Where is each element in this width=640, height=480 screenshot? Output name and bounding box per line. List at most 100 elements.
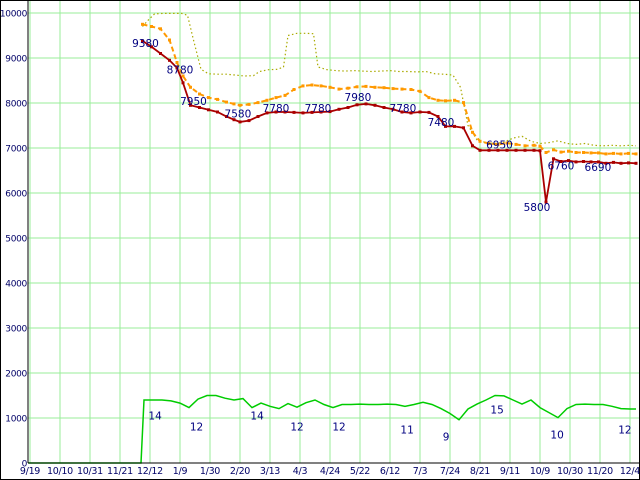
data-point-label: 10	[550, 430, 563, 442]
x-tick-label: 7/24	[440, 466, 460, 477]
x-tick-label: 9/19	[20, 466, 40, 477]
series-marker-red-solid-line	[523, 148, 527, 152]
data-point-label: 9	[443, 431, 450, 443]
series-green-solid-line	[28, 394, 636, 464]
series-marker-orange-dashed-line	[319, 84, 323, 88]
series-marker-red-solid-line	[216, 110, 219, 114]
series-marker-red-solid-line	[159, 52, 162, 55]
series-marker-orange-dashed-line	[232, 102, 236, 106]
series-marker-red-solid-line	[207, 108, 210, 112]
series-marker-orange-dashed-line	[544, 151, 548, 154]
series-marker-red-solid-line	[487, 148, 491, 152]
series-marker-red-solid-line	[574, 160, 578, 164]
series-marker-red-solid-line	[337, 107, 341, 111]
series-marker-red-solid-line	[478, 148, 482, 152]
series-marker-red-solid-line	[189, 103, 192, 107]
series-marker-red-solid-line	[552, 157, 555, 161]
series-marker-red-solid-line	[567, 159, 570, 163]
series-marker-orange-dashed-line	[292, 88, 296, 91]
series-marker-orange-dashed-line	[400, 87, 404, 91]
x-tick-label: 4/3	[293, 466, 308, 477]
series-marker-red-solid-line	[462, 126, 465, 130]
series-marker-orange-dashed-line	[364, 84, 368, 88]
series-marker-red-solid-line	[301, 111, 305, 115]
series-marker-orange-dashed-line	[391, 87, 395, 91]
series-marker-red-solid-line	[238, 120, 242, 124]
series-marker-orange-dashed-line	[207, 96, 210, 100]
series-marker-red-solid-line	[373, 103, 377, 107]
data-point-label: 7780	[390, 103, 417, 115]
series-marker-red-solid-line	[292, 110, 296, 114]
series-marker-orange-dashed-line	[238, 103, 242, 107]
y-tick-label: 4000	[5, 280, 27, 290]
data-point-label: 15	[490, 404, 503, 416]
series-marker-red-solid-line	[150, 45, 153, 49]
series-marker-red-solid-line	[418, 110, 422, 114]
series-marker-orange-dashed-line	[409, 88, 413, 91]
series-marker-red-solid-line	[514, 148, 518, 152]
series-marker-red-solid-line	[444, 124, 447, 128]
series-marker-orange-dashed-line	[496, 142, 500, 146]
series-marker-red-solid-line	[532, 148, 536, 152]
series-marker-red-solid-line	[168, 58, 171, 62]
y-tick-label: 8000	[5, 100, 27, 110]
series-marker-orange-dashed-line	[256, 101, 260, 105]
series-marker-red-solid-line	[589, 160, 593, 164]
data-point-label: 12	[618, 425, 631, 437]
series-marker-orange-dashed-line	[597, 151, 600, 155]
series-marker-orange-dashed-line	[462, 101, 465, 105]
series-marker-red-solid-line	[496, 148, 500, 152]
series-marker-red-solid-line	[634, 161, 638, 165]
y-tick-label: 7000	[5, 145, 27, 155]
data-point-label: 7980	[345, 92, 372, 104]
y-tick-label: 1000	[5, 415, 27, 425]
x-tick-label: 10/30	[557, 466, 583, 477]
series-marker-orange-dashed-line	[538, 144, 542, 148]
x-tick-label: 7/3	[413, 466, 428, 477]
series-marker-orange-dashed-line	[523, 144, 527, 148]
y-tick-label: 3000	[5, 325, 27, 335]
series-marker-red-solid-line	[391, 107, 395, 111]
series-marker-orange-dashed-line	[453, 98, 456, 102]
series-marker-orange-dashed-line	[574, 151, 578, 154]
series-marker-orange-dashed-line	[247, 102, 251, 106]
series-marker-orange-dashed-line	[150, 25, 153, 28]
data-point-label: 6760	[548, 161, 575, 173]
series-marker-red-solid-line	[256, 115, 260, 118]
data-point-label: 7480	[428, 117, 455, 129]
series-marker-red-solid-line	[427, 110, 431, 114]
x-tick-label: 1/30	[200, 466, 220, 477]
series-marker-orange-dashed-line	[514, 142, 518, 146]
y-tick-label: 9000	[5, 55, 27, 65]
series-marker-red-solid-line	[346, 106, 350, 109]
series-marker-orange-dashed-line	[627, 151, 630, 155]
series-marker-red-solid-line	[328, 110, 332, 114]
series-marker-orange-dashed-line	[355, 85, 359, 89]
data-point-label: 12	[290, 422, 303, 434]
data-point-label: 7780	[305, 103, 332, 115]
series-marker-red-solid-line	[453, 124, 456, 128]
x-tick-label: 2/20	[230, 466, 250, 477]
series-marker-red-solid-line	[265, 111, 269, 115]
data-point-label: 12	[332, 422, 345, 434]
series-marker-orange-dashed-line	[427, 96, 431, 100]
series-marker-orange-dashed-line	[436, 98, 440, 102]
series-marker-orange-dashed-line	[274, 96, 278, 100]
data-point-label: 7950	[180, 96, 207, 108]
series-marker-orange-dashed-line	[478, 139, 482, 143]
series-marker-red-solid-line	[538, 149, 542, 153]
series-marker-orange-dashed-line	[159, 27, 162, 31]
series-marker-orange-dashed-line	[310, 83, 314, 87]
x-tick-label: 3/13	[260, 466, 280, 477]
series-marker-red-solid-line	[436, 115, 440, 118]
x-tick-label: 10/10	[47, 466, 73, 477]
y-tick-label: 10000	[0, 10, 28, 20]
x-tick-label: 10/9	[530, 466, 550, 477]
series-marker-orange-dashed-line	[265, 98, 269, 102]
series-marker-red-solid-line	[319, 110, 323, 114]
series-marker-orange-dashed-line	[283, 93, 287, 97]
series-marker-red-solid-line	[627, 161, 630, 165]
series-marker-red-solid-line	[400, 110, 404, 114]
